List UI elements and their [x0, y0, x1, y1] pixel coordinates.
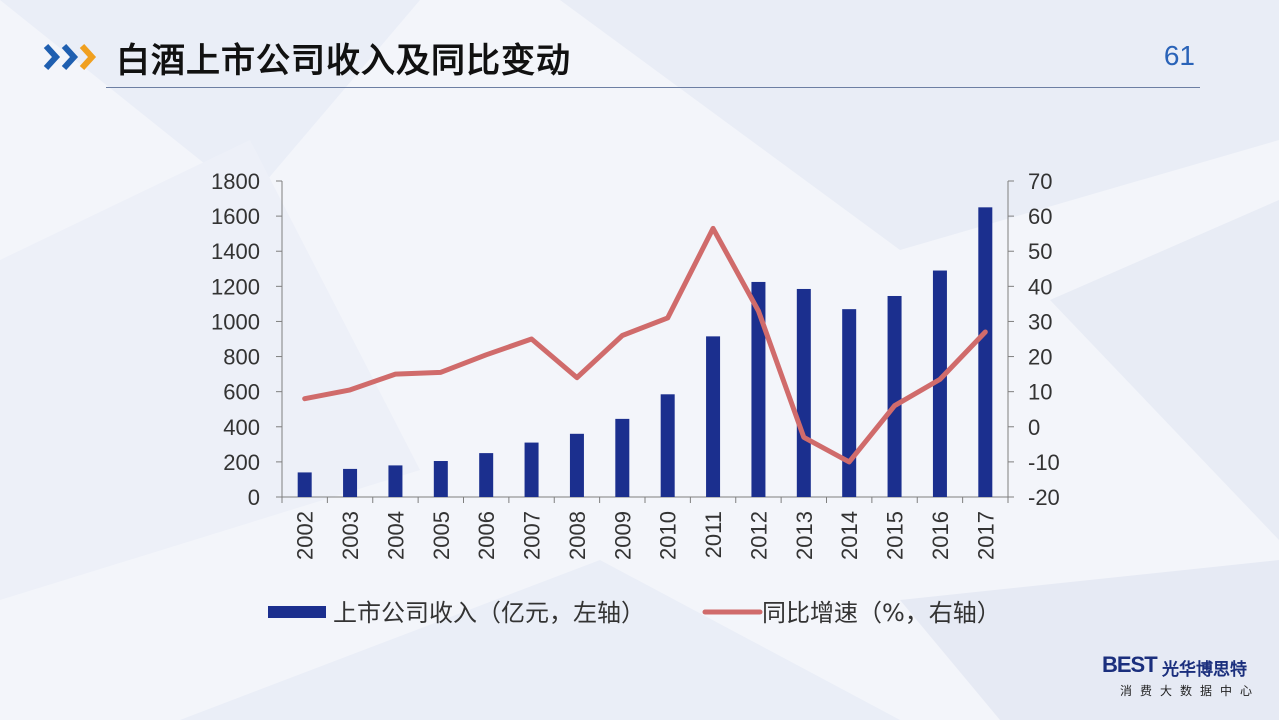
y-left-tick-label: 200: [223, 450, 260, 475]
revenue-bar: [433, 461, 448, 497]
y-right-tick-label: 10: [1028, 380, 1052, 405]
revenue-bar: [343, 468, 358, 497]
revenue-bar: [479, 453, 494, 497]
legend-bar-label: 上市公司收入（亿元，左轴）: [333, 599, 645, 627]
y-right-tick-label: 70: [1028, 169, 1052, 194]
x-tick-label: 2010: [656, 511, 681, 560]
y-right-tick-label: 50: [1028, 239, 1052, 264]
revenue-bar: [706, 336, 721, 497]
logo-brand-name: 光华博思特: [1162, 660, 1247, 680]
y-left-tick-label: 1000: [211, 309, 260, 334]
revenue-bar: [796, 288, 811, 497]
x-tick-label: 2011: [701, 511, 726, 558]
revenue-bar: [887, 295, 902, 497]
y-left-tick-label: 800: [223, 345, 260, 370]
x-tick-label: 2012: [746, 511, 771, 560]
revenue-bar: [932, 270, 947, 497]
slide-title: 白酒上市公司收入及同比变动: [116, 41, 571, 81]
title-divider: [106, 87, 1200, 88]
header-arrows-icon: [43, 43, 97, 71]
legend-bar-swatch: [268, 606, 326, 618]
revenue-bar: [388, 465, 403, 497]
revenue-bar: [842, 309, 857, 497]
y-left-tick-label: 1200: [211, 274, 260, 299]
logo-tagline: 消费大数据中心: [1120, 684, 1261, 698]
revenue-bar: [524, 442, 539, 497]
x-tick-label: 2008: [565, 511, 590, 560]
revenue-bar: [660, 394, 675, 497]
legend-line-label: 同比增速（%，右轴）: [762, 599, 1001, 627]
y-right-tick-label: 60: [1028, 204, 1052, 229]
revenue-bar: [297, 472, 312, 497]
y-right-tick-label: 40: [1028, 274, 1052, 299]
y-right-tick-label: 20: [1028, 345, 1052, 370]
logo-best-text: BEST: [1102, 652, 1158, 677]
y-right-tick-label: -10: [1028, 450, 1060, 475]
y-left-tick-label: 1400: [211, 239, 260, 264]
y-right-tick-label: -20: [1028, 485, 1060, 510]
x-tick-label: 2003: [338, 511, 363, 560]
x-tick-label: 2015: [883, 511, 908, 560]
y-right-tick-label: 0: [1028, 415, 1040, 440]
x-tick-label: 2009: [610, 511, 635, 560]
growth-rate-line: [302, 225, 988, 465]
x-tick-label: 2014: [837, 511, 862, 560]
revenue-bar: [978, 207, 993, 498]
y-left-tick-label: 600: [223, 380, 260, 405]
x-tick-label: 2002: [293, 511, 318, 560]
page-number: 61: [1163, 40, 1195, 71]
y-left-tick-label: 1800: [211, 169, 260, 194]
x-tick-label: 2016: [928, 511, 953, 560]
revenue-bar: [615, 418, 630, 497]
x-tick-label: 2004: [383, 511, 408, 560]
x-tick-label: 2017: [973, 511, 998, 560]
y-left-tick-label: 400: [223, 415, 260, 440]
revenue-bar: [569, 433, 584, 497]
y-left-tick-label: 1600: [211, 204, 260, 229]
x-tick-label: 2007: [520, 511, 545, 560]
x-tick-label: 2013: [792, 511, 817, 560]
y-left-tick-label: 0: [248, 485, 260, 510]
x-tick-label: 2006: [474, 511, 499, 560]
y-right-tick-label: 30: [1028, 309, 1052, 334]
revenue-bar: [751, 281, 766, 497]
company-logo: BEST 光华博思特 消费大数据中心: [1102, 652, 1262, 702]
x-tick-label: 2005: [429, 511, 454, 560]
